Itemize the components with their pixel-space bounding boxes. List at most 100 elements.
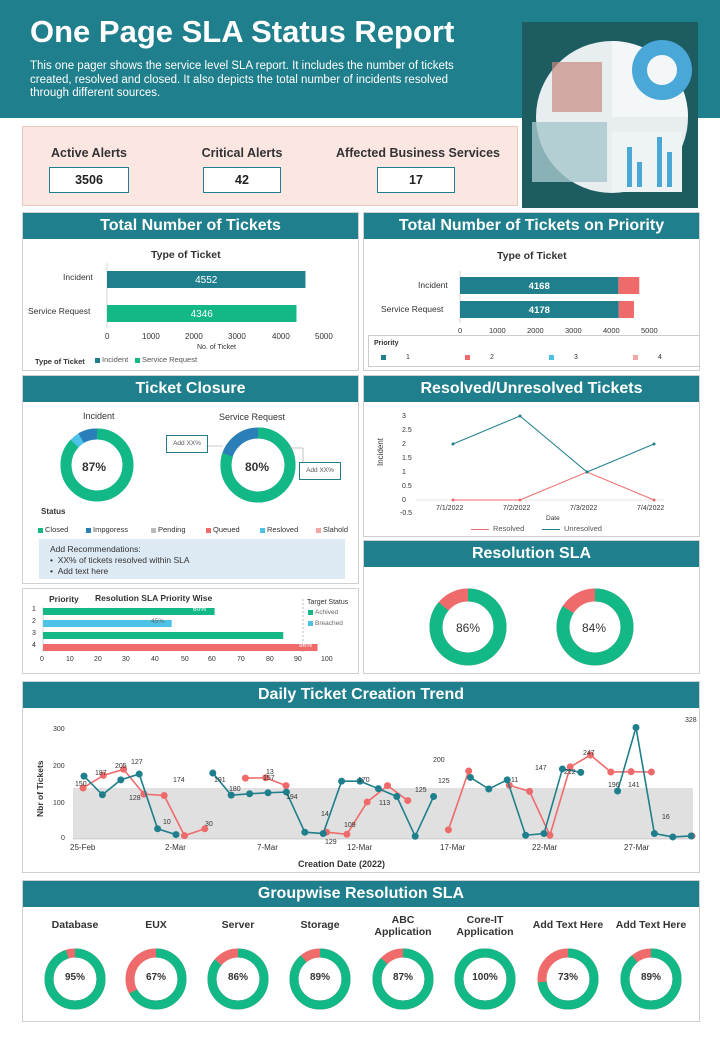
tick-label: 7-Mar — [257, 843, 278, 852]
red-data-label: 212 — [564, 769, 576, 776]
red-data-label: 128 — [129, 795, 141, 802]
tick-label: 1000 — [142, 332, 160, 341]
alert-label: Affected Business Services — [336, 146, 500, 160]
tick-label: 0 — [458, 326, 463, 335]
tick-label: 30 — [122, 656, 130, 663]
closure-donuts — [60, 427, 304, 503]
panel-title: Total Number of Tickets on Priority — [364, 213, 699, 239]
red-data-label: 113 — [379, 800, 390, 807]
alerts-panel: Active Alerts 3506 Critical Alerts 42 Af… — [22, 126, 518, 206]
tick-label: 27-Mar — [624, 843, 650, 852]
donut-title: Service Request — [219, 412, 286, 422]
legend-label: 2 — [490, 354, 494, 361]
ticket-closure-panel: Ticket Closure Incident Service Request … — [22, 375, 359, 584]
bar — [107, 271, 306, 288]
total-tickets-panel: Total Number of Tickets Type of Ticket I… — [22, 212, 359, 371]
donut-value: 87% — [82, 460, 107, 474]
bar-value-label: 60% — [193, 606, 207, 613]
legend-label: 1 — [406, 354, 410, 361]
chart-title: Type of Ticket — [497, 250, 567, 262]
tick-label: 7/4/2022 — [637, 505, 665, 512]
category-label: Incident — [63, 272, 93, 282]
chart-title: Type of Ticket — [151, 249, 221, 261]
daily-trend-chart: 127 174 191 13 194 129 170 125 125 147 196 141 16 328… — [73, 717, 697, 846]
bar — [43, 608, 215, 615]
axis-label: Creation Date (2022) — [298, 859, 386, 869]
red-series-point — [241, 774, 249, 782]
legend-label: Achived — [315, 609, 339, 616]
red-data-label: 157 — [263, 775, 275, 782]
resolution-sla-donuts — [429, 588, 634, 666]
red-data-label: 205 — [115, 763, 127, 770]
groupwise-panel: Groupwise Resolution SLA 95% Database 67% E… — [22, 880, 700, 1022]
unresolved-point — [585, 470, 589, 474]
recommendation-text: Add text here — [57, 566, 109, 576]
legend-item: Breached — [308, 620, 343, 627]
status-legend-item: Impgoress — [86, 525, 128, 534]
bar — [460, 301, 619, 318]
bar-value-label: 84% — [290, 630, 304, 637]
group-label: EUX — [145, 919, 167, 931]
tick-label: 0 — [105, 332, 110, 341]
donut-value: 67% — [145, 972, 166, 983]
teal-data-label: 147 — [535, 765, 547, 772]
bar-value-label: 4168 — [529, 281, 550, 292]
legend-title: Priority — [374, 340, 399, 347]
group-label: Server — [221, 919, 255, 931]
panel-title: Resolved/Unresolved Tickets — [364, 376, 699, 402]
header-photo — [522, 22, 698, 208]
tick-label: 5000 — [641, 326, 658, 335]
teal-data-label: 16 — [662, 814, 670, 821]
legend-item: Resolved — [471, 524, 524, 533]
red-series-line — [82, 768, 206, 837]
tick-label: 100 — [53, 800, 65, 807]
category-label: Incident — [418, 280, 448, 290]
tick-label: 2-Mar — [165, 843, 186, 852]
priority-sla-panel: Priority Resolution SLA Priority Wise 1 … — [22, 588, 359, 674]
legend-swatch — [316, 527, 321, 533]
service-donut-arc — [220, 427, 296, 503]
legend-swatch — [95, 357, 100, 363]
tick-label: 100 — [321, 656, 333, 663]
donut-value: 89% — [640, 972, 661, 983]
group-label: Core-IT Application — [456, 914, 514, 938]
tick-label: 300 — [53, 726, 65, 733]
donut-value: 86% — [227, 972, 248, 983]
axis-label: Nbr of Tickets — [35, 760, 45, 817]
legend-item: 2 — [465, 354, 494, 361]
tick-label: 60 — [208, 656, 216, 663]
red-data-label: 187 — [95, 770, 107, 777]
row-label: 3 — [32, 630, 36, 637]
status-legend-item: Closed — [38, 525, 68, 534]
bar-segment — [618, 277, 640, 294]
status-legend-item: Resloved — [260, 525, 298, 534]
legend-label: Breached — [315, 620, 343, 627]
bar — [107, 305, 297, 322]
tick-label: 90 — [294, 656, 302, 663]
legend-swatch — [633, 354, 638, 360]
donut-value: 89% — [309, 972, 330, 983]
red-data-label: 10 — [163, 819, 171, 826]
teal-data-label: 141 — [628, 782, 640, 789]
bar — [43, 632, 284, 639]
teal-data-label: 328 — [685, 717, 697, 724]
legend-label: Unresolved — [564, 524, 602, 533]
legend-item: Unresolved — [542, 524, 602, 533]
donut-title: Incident — [83, 411, 115, 421]
unresolved-point — [451, 442, 455, 446]
tick-label: 20 — [94, 656, 102, 663]
legend-swatch — [381, 354, 386, 360]
group-donut-arc — [289, 948, 351, 1010]
legend-label: 4 — [658, 354, 662, 361]
resolved-chart — [416, 414, 664, 502]
donut-value: 73% — [557, 972, 578, 983]
donut-value: 100% — [472, 972, 498, 983]
tick-label: 0.5 — [402, 483, 412, 490]
tick-label: -0.5 — [400, 510, 413, 517]
donut-value: 84% — [582, 621, 607, 635]
legend-label: Closed — [45, 525, 69, 534]
legend-label: Queued — [213, 525, 240, 534]
recommendations-title: Add Recommendations: — [50, 544, 141, 554]
donut-value: 95% — [64, 972, 85, 983]
teal-series-line — [83, 773, 177, 836]
